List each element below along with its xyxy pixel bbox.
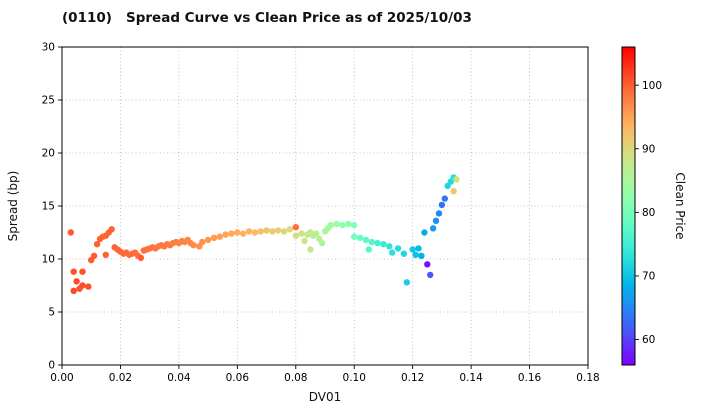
scatter-point <box>418 252 425 259</box>
scatter-point <box>199 238 206 246</box>
scatter-point <box>327 221 334 229</box>
scatter-point <box>307 246 314 253</box>
y-axis-label: Spread (bp) <box>6 170 20 242</box>
scatter-point <box>216 233 223 240</box>
scatter-point <box>210 234 218 241</box>
scatter-point <box>79 282 86 289</box>
scatter-point <box>400 250 408 257</box>
x-tick-label: 0.04 <box>167 372 191 384</box>
scatter-point <box>380 241 387 248</box>
scatter-point <box>67 229 75 236</box>
scatter-point <box>292 224 299 231</box>
scatter-point <box>269 228 276 235</box>
scatter-point <box>339 221 346 229</box>
scatter-point <box>93 241 101 248</box>
scatter-point <box>85 283 92 290</box>
y-tick-label: 15 <box>42 201 55 213</box>
y-tick-label: 20 <box>42 148 55 160</box>
scatter-point <box>280 228 288 235</box>
scatter-point <box>368 238 375 246</box>
x-tick-label: 0.08 <box>284 372 307 384</box>
y-tick-label: 10 <box>42 254 55 266</box>
scatter-point <box>102 251 110 258</box>
scatter-point <box>415 245 422 252</box>
y-tick-label: 30 <box>42 42 55 54</box>
scatter-point <box>356 234 364 241</box>
scatter-point <box>438 201 446 209</box>
scatter-point <box>389 249 396 256</box>
scatter-point <box>403 279 410 286</box>
colorbar-tick-label: 60 <box>642 334 655 346</box>
colorbar-label: Clean Price <box>673 172 687 240</box>
chart-title: (0110) Spread Curve vs Clean Price as of… <box>62 10 472 26</box>
scatter-point <box>292 232 299 239</box>
scatter-point <box>427 271 434 279</box>
scatter-point <box>345 220 352 228</box>
x-tick-label: 0.00 <box>50 372 73 384</box>
colorbar-border <box>621 46 636 366</box>
scatter-point <box>245 228 253 235</box>
x-tick-label: 0.16 <box>518 372 542 384</box>
x-tick-label: 0.06 <box>226 372 250 384</box>
scatter-point <box>362 236 370 244</box>
scatter-point <box>228 230 235 237</box>
scatter-point <box>222 231 229 238</box>
scatter-point <box>365 246 372 253</box>
scatter-point <box>432 217 440 224</box>
scatter-point <box>263 227 270 234</box>
scatter-point <box>435 210 443 217</box>
colorbar-tick-label: 90 <box>642 143 655 155</box>
y-tick-label: 0 <box>48 360 55 372</box>
scatter-point <box>333 220 340 228</box>
scatter-point <box>204 236 212 244</box>
scatter-point <box>240 230 247 237</box>
scatter-point <box>450 188 457 195</box>
scatter-point <box>286 226 294 233</box>
colorbar-tick-label: 70 <box>642 271 655 283</box>
scatter-point <box>73 278 80 285</box>
scatter-point <box>234 229 241 236</box>
scatter-point <box>70 287 77 294</box>
x-tick-label: 0.12 <box>401 372 424 384</box>
scatter-point <box>190 242 197 249</box>
scatter-point <box>409 246 416 253</box>
scatter-point <box>79 268 86 275</box>
scatter-point <box>251 229 259 236</box>
scatter-point <box>351 233 358 240</box>
scatter-point <box>424 261 431 268</box>
scatter-point <box>90 252 98 259</box>
scatter-point <box>313 230 320 237</box>
plot-border <box>61 46 589 366</box>
x-tick-label: 0.02 <box>109 372 132 384</box>
x-axis-label: DV01 <box>308 390 342 404</box>
scatter-point <box>301 237 308 245</box>
scatter-point <box>298 230 305 237</box>
colorbar-tick-label: 100 <box>642 80 662 92</box>
scatter-point <box>441 195 448 202</box>
x-tick-label: 0.14 <box>459 372 483 384</box>
scatter-point <box>70 268 77 275</box>
scatter-point <box>421 229 428 236</box>
scatter-point <box>108 226 115 233</box>
colorbar-tick-label: 80 <box>642 207 655 219</box>
scatter-point <box>429 225 437 232</box>
x-tick-label: 0.18 <box>576 372 599 384</box>
scatter-point <box>412 251 419 258</box>
scatter-point <box>453 176 460 183</box>
scatter-point <box>386 243 393 250</box>
scatter-point <box>275 227 282 234</box>
y-tick-label: 25 <box>42 95 55 107</box>
scatter-point <box>318 239 326 247</box>
y-tick-label: 5 <box>48 307 55 319</box>
colorbar-gradient <box>622 47 635 365</box>
scatter-point <box>374 239 381 247</box>
scatter-point <box>257 228 264 235</box>
x-tick-label: 0.10 <box>343 372 366 384</box>
scatter-point <box>394 245 402 252</box>
scatter-point <box>351 221 358 229</box>
scatter-point <box>137 254 145 262</box>
